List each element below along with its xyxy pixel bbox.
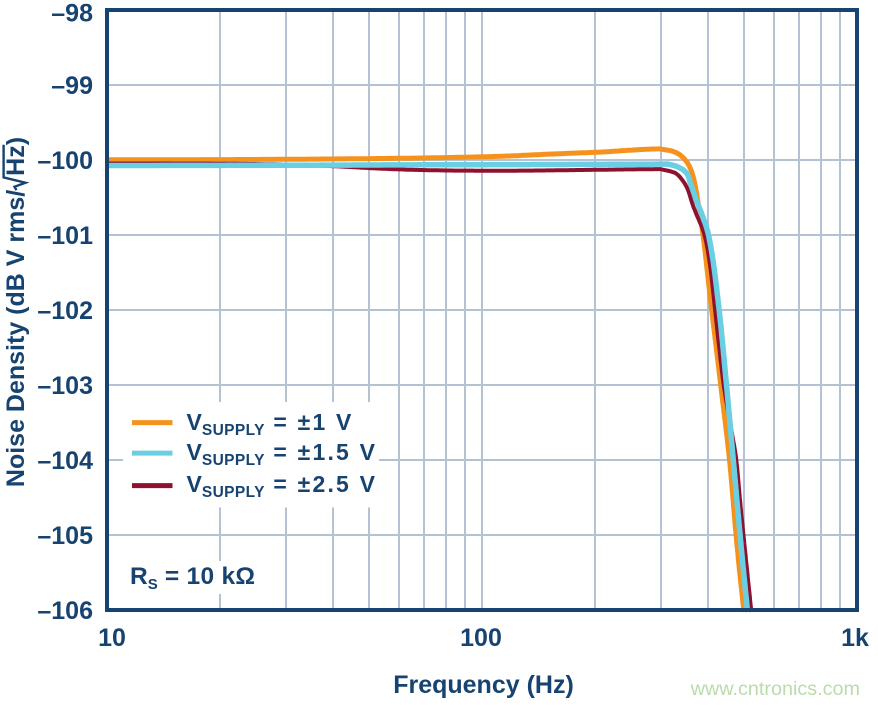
svg-text:–103: –103 — [37, 372, 93, 400]
svg-text:VSUPPLY = ±2.5 V: VSUPPLY = ±2.5 V — [187, 471, 378, 501]
svg-text:–105: –105 — [37, 522, 93, 550]
svg-text:www.cntronics.com: www.cntronics.com — [690, 678, 860, 700]
svg-text:VSUPPLY = ±1.5 V: VSUPPLY = ±1.5 V — [187, 439, 378, 469]
svg-text:Frequency (Hz): Frequency (Hz) — [393, 671, 574, 699]
svg-text:–104: –104 — [37, 447, 93, 475]
svg-text:1k: 1k — [841, 624, 869, 652]
svg-text:–100: –100 — [37, 147, 93, 175]
svg-text:–99: –99 — [51, 72, 93, 100]
svg-text:10: 10 — [98, 624, 126, 652]
svg-text:–101: –101 — [37, 222, 93, 250]
svg-text:100: 100 — [460, 624, 502, 652]
svg-text:Hz): Hz) — [2, 137, 30, 176]
svg-text:–102: –102 — [37, 297, 93, 325]
svg-text:Noise Density (dB V rms/: Noise Density (dB V rms/ — [2, 190, 30, 487]
svg-text:VSUPPLY = ±1 V: VSUPPLY = ±1 V — [187, 409, 354, 439]
svg-text:–106: –106 — [37, 597, 93, 625]
svg-text:–98: –98 — [51, 0, 93, 28]
